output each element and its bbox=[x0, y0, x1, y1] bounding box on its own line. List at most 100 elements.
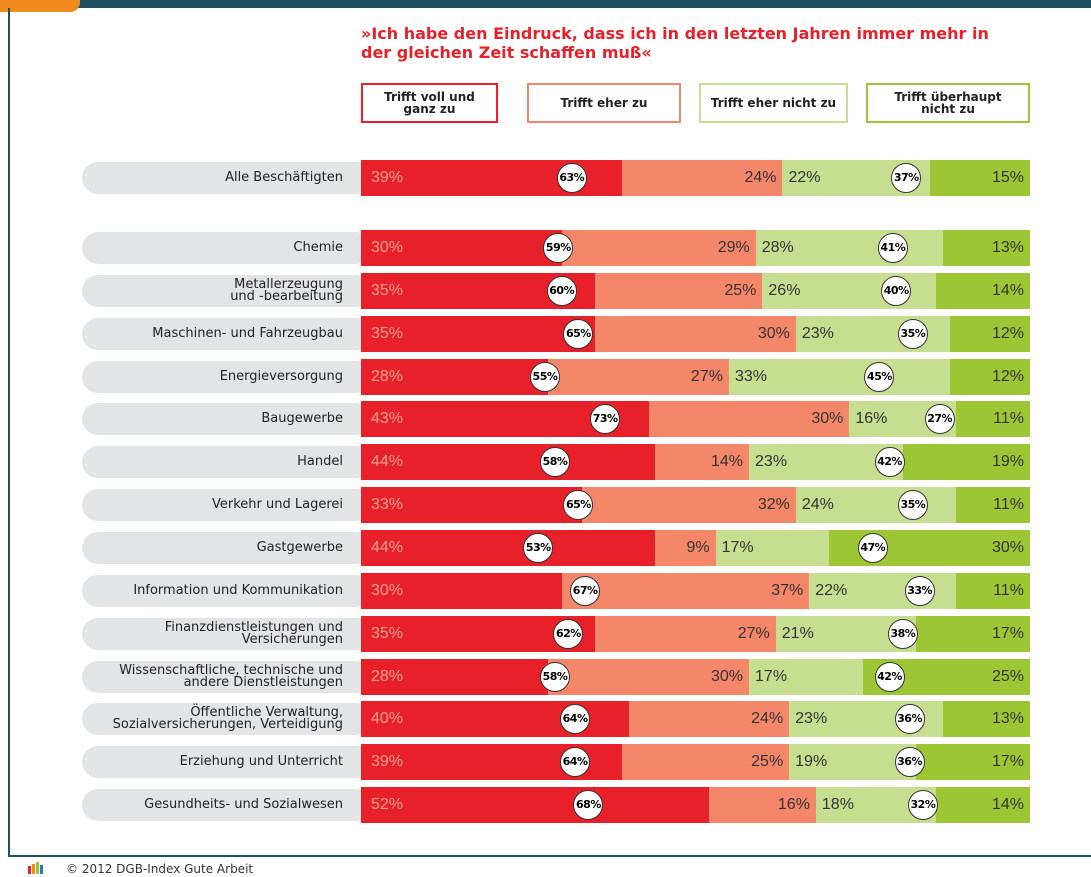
total-circle: 58% bbox=[540, 661, 570, 692]
bar-segment bbox=[595, 272, 763, 309]
value-label: 17% bbox=[991, 753, 1024, 771]
bottom-border bbox=[8, 855, 1091, 857]
bar-segment bbox=[361, 487, 582, 524]
left-border bbox=[8, 8, 10, 856]
value-label: 52% bbox=[371, 796, 404, 814]
bar-segment bbox=[648, 401, 850, 438]
bar-segment bbox=[655, 444, 750, 481]
value-label: 35% bbox=[371, 624, 404, 642]
bar-segment bbox=[361, 658, 549, 695]
bar-segment bbox=[956, 401, 1030, 438]
category-pill bbox=[82, 360, 372, 393]
total-circle: 47% bbox=[857, 532, 888, 563]
value-label: 16% bbox=[855, 410, 888, 428]
value-label: 35% bbox=[371, 281, 404, 299]
total-circle: 33% bbox=[904, 575, 935, 606]
category-pill bbox=[82, 660, 372, 693]
value-label: 39% bbox=[371, 753, 404, 771]
total-circle: 64% bbox=[560, 747, 591, 778]
bar-segment bbox=[795, 487, 957, 524]
category-pill bbox=[82, 789, 372, 822]
category-label: Metallerzeugung und -bearbeitung bbox=[230, 276, 343, 304]
value-label: 14% bbox=[991, 281, 1024, 299]
value-label: 11% bbox=[993, 496, 1024, 514]
legend-item: Trifft überhaupt nicht zu bbox=[866, 83, 1030, 123]
value-label: 30% bbox=[711, 667, 744, 685]
category-pill bbox=[82, 617, 372, 650]
total-circle: 62% bbox=[553, 618, 584, 649]
total-circle: 60% bbox=[546, 275, 577, 306]
total-circle: 38% bbox=[887, 618, 918, 649]
total-circle: 36% bbox=[894, 704, 925, 735]
bar-segment bbox=[361, 315, 596, 352]
total-circle: 27% bbox=[924, 404, 955, 435]
bar-segment bbox=[581, 487, 796, 524]
category-label: Information und Kommunikation bbox=[133, 582, 343, 598]
value-label: 25% bbox=[724, 281, 757, 299]
value-label: 28% bbox=[371, 667, 404, 685]
category-label: Maschinen- und Fahrzeugbau bbox=[152, 325, 343, 341]
bar-segment bbox=[361, 444, 656, 481]
total-circle: 58% bbox=[540, 447, 570, 478]
value-label: 24% bbox=[801, 496, 834, 514]
category-pill bbox=[82, 489, 372, 522]
value-label: 25% bbox=[751, 753, 784, 771]
value-label: 33% bbox=[371, 496, 404, 514]
total-circle: 42% bbox=[874, 661, 905, 692]
bar-segment bbox=[561, 572, 810, 609]
category-label: Öffentliche Verwaltung, Sozialversicheru… bbox=[112, 705, 343, 733]
value-label: 17% bbox=[755, 667, 788, 685]
bar-segment bbox=[655, 529, 716, 566]
total-circle: 45% bbox=[864, 361, 895, 392]
bar-segment bbox=[755, 230, 944, 266]
value-label: 11% bbox=[993, 581, 1024, 599]
bar-segment bbox=[956, 487, 1030, 524]
value-label: 30% bbox=[371, 581, 404, 599]
bar-segment bbox=[956, 572, 1030, 609]
value-label: 13% bbox=[991, 710, 1024, 728]
total-circle: 37% bbox=[891, 163, 922, 193]
value-label: 24% bbox=[751, 710, 784, 728]
value-label: 14% bbox=[991, 796, 1024, 814]
category-pill bbox=[82, 274, 372, 307]
value-label: 37% bbox=[771, 581, 804, 599]
value-label: 16% bbox=[777, 796, 810, 814]
chart-title: »Ich habe den Eindruck, dass ich in den … bbox=[361, 24, 989, 62]
value-label: 40% bbox=[371, 710, 404, 728]
total-circle: 36% bbox=[894, 747, 925, 778]
value-label: 32% bbox=[757, 496, 790, 514]
bar-segment bbox=[949, 358, 1030, 395]
value-label: 22% bbox=[788, 169, 821, 186]
value-label: 30% bbox=[371, 239, 404, 256]
value-label: 23% bbox=[801, 324, 834, 342]
bar-segment bbox=[361, 230, 562, 266]
value-label: 39% bbox=[371, 169, 404, 186]
value-label: 18% bbox=[821, 796, 854, 814]
total-circle: 65% bbox=[563, 318, 594, 349]
value-label: 17% bbox=[991, 624, 1024, 642]
category-label: Chemie bbox=[293, 240, 343, 255]
bar-segment bbox=[936, 787, 1030, 824]
legend-item: Trifft eher nicht zu bbox=[699, 83, 848, 123]
value-label: 28% bbox=[761, 239, 794, 256]
total-circle: 65% bbox=[563, 490, 594, 521]
bar-segment bbox=[943, 701, 1030, 738]
bar-segment bbox=[916, 615, 1030, 652]
category-pill bbox=[82, 162, 372, 194]
bar-segment bbox=[943, 230, 1030, 266]
value-label: 21% bbox=[781, 624, 814, 642]
bar-segment bbox=[902, 444, 1030, 481]
bar-segment bbox=[749, 658, 863, 695]
value-label: 30% bbox=[991, 538, 1024, 556]
category-label: Baugewerbe bbox=[261, 411, 343, 427]
value-label: 29% bbox=[717, 239, 750, 256]
value-label: 30% bbox=[757, 324, 790, 342]
value-label: 19% bbox=[991, 453, 1024, 471]
category-pill bbox=[82, 574, 372, 607]
bar-segment bbox=[595, 315, 796, 352]
bar-segment bbox=[561, 230, 756, 266]
category-pill bbox=[82, 403, 372, 436]
category-label: Gastgewerbe bbox=[256, 539, 343, 555]
value-label: 23% bbox=[795, 710, 828, 728]
